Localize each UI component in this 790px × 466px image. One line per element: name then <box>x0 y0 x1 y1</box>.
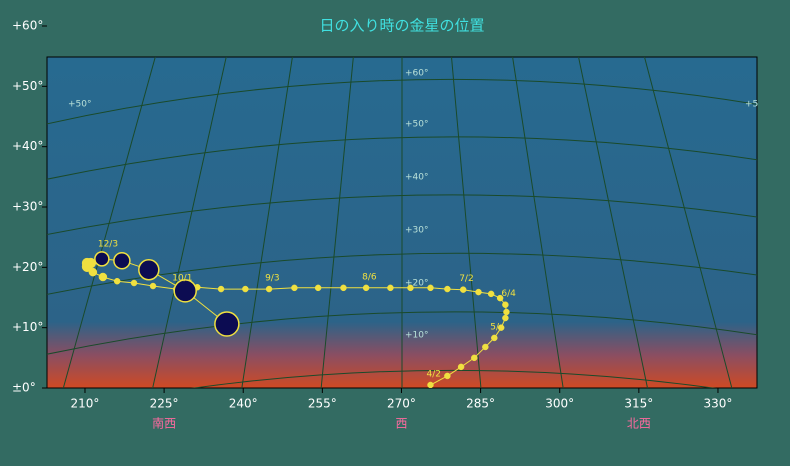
venus-point <box>427 381 434 388</box>
date-label: 8/6 <box>362 272 377 282</box>
venus-point <box>113 277 121 285</box>
y-tick-label: +40° <box>12 139 43 153</box>
venus-point <box>491 334 498 342</box>
x-tick-label: 315° <box>624 397 653 411</box>
equatorial-label: +60° <box>405 69 429 79</box>
venus-point <box>444 285 451 293</box>
equatorial-label: +5 <box>745 100 758 110</box>
date-label: 7/2 <box>459 274 473 284</box>
y-tick-label: +10° <box>12 320 43 334</box>
x-tick-label: 300° <box>545 397 574 411</box>
y-tick-label: ±0° <box>12 381 36 395</box>
y-tick-label: +60° <box>12 19 43 33</box>
y-tick-label: +20° <box>12 260 43 274</box>
date-label: 6/4 <box>501 289 516 299</box>
venus-point <box>503 308 510 316</box>
venus-point <box>444 372 451 380</box>
venus-point <box>387 284 394 292</box>
equatorial-label: +30° <box>405 226 429 236</box>
y-tick-label: +50° <box>12 79 43 93</box>
date-label: 9/3 <box>265 274 279 284</box>
venus-point <box>265 285 273 293</box>
date-label: 12/3 <box>98 239 118 249</box>
venus-point <box>407 284 414 292</box>
date-label: 5/ <box>490 322 500 332</box>
venus-point <box>497 324 505 331</box>
direction-label: 南西 <box>152 416 176 431</box>
chart-title: 日の入り時の金星の位置 <box>319 17 484 35</box>
venus-point <box>362 284 370 292</box>
venus-point <box>502 301 509 308</box>
venus-point <box>214 311 240 337</box>
venus-point <box>482 343 489 351</box>
equatorial-label: +10° <box>405 331 429 341</box>
venus-point <box>291 284 298 292</box>
venus-point <box>113 251 131 270</box>
venus-point <box>314 284 322 292</box>
x-tick-label: 330° <box>704 397 733 411</box>
venus-point <box>242 285 249 293</box>
equatorial-label: +50° <box>405 120 429 130</box>
equatorial-label: +20° <box>405 279 429 289</box>
equatorial-label: +50° <box>68 100 92 110</box>
venus-point <box>457 363 465 371</box>
venus-point <box>471 354 478 362</box>
venus-point <box>98 272 108 282</box>
venus-point <box>94 251 110 267</box>
venus-point <box>459 286 467 293</box>
venus-point <box>427 284 434 292</box>
venus-point <box>217 285 225 293</box>
venus-point <box>502 314 509 322</box>
x-tick-label: 255° <box>308 397 337 411</box>
venus-point <box>475 288 482 296</box>
direction-label: 西 <box>395 417 407 431</box>
y-tick-label: +30° <box>12 200 43 214</box>
venus-point <box>138 258 160 281</box>
direction-label: 北西 <box>627 417 651 431</box>
venus-point <box>487 290 495 298</box>
venus-point <box>496 294 504 302</box>
venus-point <box>173 279 197 303</box>
venus-track <box>81 251 510 388</box>
venus-point <box>130 279 138 287</box>
x-tick-label: 240° <box>229 397 258 411</box>
date-label: 10/1 <box>172 274 192 284</box>
equatorial-grid <box>47 57 757 388</box>
x-tick-label: 285° <box>466 397 495 411</box>
x-tick-label: 210° <box>71 397 100 411</box>
equatorial-label: +40° <box>405 173 429 183</box>
x-tick-label: 270° <box>387 397 416 411</box>
date-label: 4/2 <box>426 369 440 379</box>
venus-point <box>149 282 157 290</box>
venus-point <box>340 284 347 292</box>
x-tick-label: 225° <box>150 397 179 411</box>
